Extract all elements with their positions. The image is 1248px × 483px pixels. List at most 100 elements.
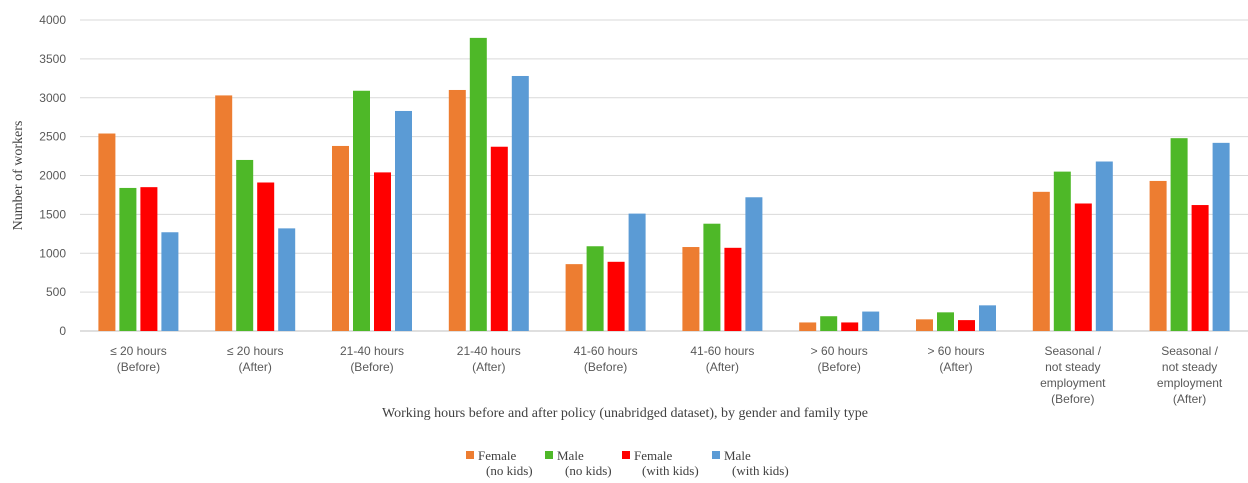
bar <box>1095 161 1113 331</box>
y-tick-label: 3000 <box>39 91 66 105</box>
bars <box>98 37 1230 331</box>
legend-label-line: Male <box>724 448 751 463</box>
y-tick-label: 0 <box>59 324 66 338</box>
bar <box>490 146 508 331</box>
x-tick-label-line: (Before) <box>1051 392 1094 406</box>
x-tick-label-line: (After) <box>939 360 972 374</box>
bar <box>395 110 412 331</box>
bar <box>916 319 933 331</box>
bar <box>1032 191 1050 331</box>
x-tick-label-line: Seasonal / <box>1044 344 1101 358</box>
x-tick-label: > 60 hours (Before) <box>811 344 868 374</box>
legend-swatch <box>545 451 553 459</box>
x-tick-label-line: (After) <box>239 360 272 374</box>
x-tick-label: Seasonal / not steady employment (After) <box>1157 344 1223 406</box>
x-tick-label-line: (Before) <box>584 360 627 374</box>
legend-label: Male (no kids) <box>557 448 612 478</box>
y-tick-label: 2000 <box>39 169 66 183</box>
legend-label: Male (with kids) <box>724 448 789 478</box>
legend-swatch <box>622 451 630 459</box>
bar <box>236 159 254 331</box>
bar <box>1074 203 1092 331</box>
x-tick-label-line: (Before) <box>117 360 160 374</box>
legend-label-line: Male <box>557 448 584 463</box>
bar <box>511 75 529 331</box>
y-axis-ticks: 0 500 1000 1500 2000 2500 3000 3500 4000 <box>39 13 66 338</box>
bar <box>958 320 975 331</box>
x-tick-label-line: ≤ 20 hours <box>227 344 284 358</box>
bar <box>979 305 996 331</box>
x-tick-label: ≤ 20 hours (After) <box>227 344 284 374</box>
bar <box>1212 142 1230 331</box>
x-tick-label-line: (After) <box>706 360 739 374</box>
bar <box>98 133 116 331</box>
x-tick-label-line: employment <box>1040 376 1106 390</box>
bar <box>161 232 179 331</box>
legend-label: Female (with kids) <box>634 448 699 478</box>
x-tick-label: ≤ 20 hours (Before) <box>110 344 167 374</box>
x-tick-label-line: 21-40 hours <box>457 344 521 358</box>
bar <box>140 187 158 331</box>
x-tick-label: 41-60 hours (Before) <box>574 344 638 374</box>
bar <box>628 213 646 331</box>
legend-label-line: (no kids) <box>565 463 612 478</box>
x-tick-label-line: > 60 hours <box>927 344 984 358</box>
bar <box>682 247 700 331</box>
x-tick-label-line: not steady <box>1162 360 1217 374</box>
y-tick-label: 1500 <box>39 207 66 221</box>
bar <box>799 322 817 331</box>
bar <box>1053 171 1071 331</box>
legend-label-line: (no kids) <box>486 463 533 478</box>
x-tick-label-line: (Before) <box>818 360 861 374</box>
x-tick-label-line: not steady <box>1045 360 1100 374</box>
x-tick-label-line: (After) <box>472 360 505 374</box>
bar <box>448 89 466 331</box>
x-tick-label-line: Seasonal / <box>1161 344 1218 358</box>
bar <box>820 316 838 331</box>
x-tick-label-line: (Before) <box>350 360 393 374</box>
bar <box>586 246 604 331</box>
y-tick-label: 3500 <box>39 52 66 66</box>
legend-label: Female (no kids) <box>478 448 533 478</box>
gridlines <box>80 19 1248 332</box>
x-tick-label: 21-40 hours (After) <box>457 344 521 374</box>
bar <box>1170 138 1188 331</box>
x-tick-label: Seasonal / not steady employment (Before) <box>1040 344 1106 406</box>
bar <box>1149 180 1167 331</box>
x-tick-label-line: 41-60 hours <box>574 344 638 358</box>
bar <box>1191 205 1209 331</box>
bar <box>332 145 349 331</box>
x-tick-label-line: ≤ 20 hours <box>110 344 167 358</box>
bar <box>703 223 721 331</box>
bar <box>841 322 859 331</box>
bar <box>607 261 625 331</box>
bar <box>724 247 742 331</box>
bar <box>745 197 763 331</box>
bar <box>469 37 487 331</box>
x-tick-label: > 60 hours (After) <box>927 344 984 374</box>
x-tick-label-line: (After) <box>1173 392 1206 406</box>
legend-label-line: (with kids) <box>732 463 789 478</box>
x-tick-label-line: employment <box>1157 376 1223 390</box>
y-tick-label: 1000 <box>39 246 66 260</box>
bar <box>862 311 880 331</box>
x-tick-label-line: 21-40 hours <box>340 344 404 358</box>
x-tick-label-line: > 60 hours <box>811 344 868 358</box>
y-tick-label: 500 <box>46 285 66 299</box>
bar <box>565 264 583 331</box>
legend-label-line: Female <box>634 448 672 463</box>
x-tick-label: 41-60 hours (After) <box>690 344 754 374</box>
x-axis-ticks: ≤ 20 hours (Before)≤ 20 hours (After)21-40… <box>110 344 1223 406</box>
bar <box>278 228 296 331</box>
y-axis-title: Number of workers <box>11 121 26 231</box>
x-tick-label: 21-40 hours (Before) <box>340 344 404 374</box>
legend-label-line: Female <box>478 448 516 463</box>
bar <box>937 312 954 331</box>
bar <box>215 95 233 331</box>
x-axis-title: Working hours before and after policy (u… <box>382 406 868 421</box>
bar <box>353 90 370 331</box>
legend-swatch <box>466 451 474 459</box>
y-tick-label: 4000 <box>39 13 66 27</box>
legend-label-line: (with kids) <box>642 463 699 478</box>
